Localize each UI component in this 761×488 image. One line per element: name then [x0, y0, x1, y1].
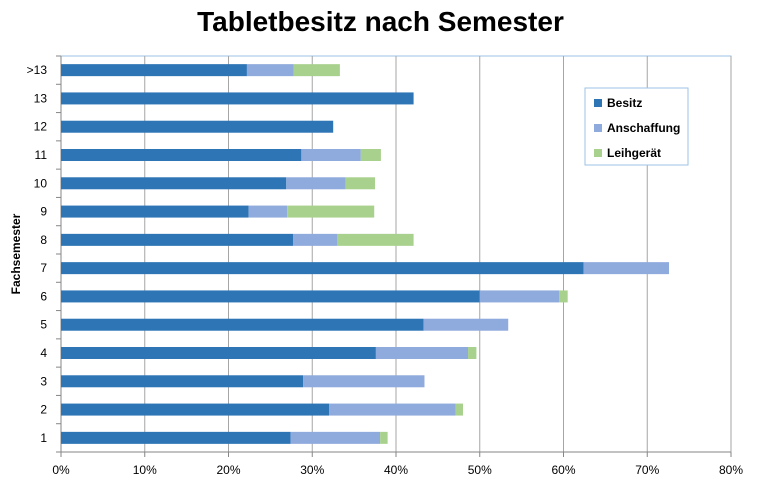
bar-leihgerät: [293, 64, 340, 77]
y-tick-label: 13: [34, 91, 48, 105]
x-tick-label: 10%: [133, 463, 157, 477]
bar-leihgerät: [559, 290, 568, 303]
bar-leihgerät: [455, 403, 463, 416]
bar-besitz: [61, 149, 302, 161]
bar-besitz: [61, 431, 291, 444]
legend-swatch: [594, 149, 602, 157]
bar-besitz: [61, 290, 480, 303]
y-tick-label: 11: [35, 148, 48, 162]
bar-anschaffung: [292, 233, 338, 246]
bar-anschaffung: [290, 431, 381, 444]
legend-swatch: [594, 99, 602, 107]
bar-besitz: [61, 177, 287, 190]
bar-leihgerät: [337, 233, 414, 246]
bar-anschaffung: [286, 177, 346, 190]
bar-besitz: [61, 64, 247, 77]
y-tick-label: 9: [40, 205, 47, 219]
y-tick-label: 7: [40, 261, 47, 275]
x-tick-label: 50%: [468, 463, 492, 477]
bar-besitz: [61, 262, 584, 275]
bar-besitz: [61, 120, 334, 133]
bar-leihgerät: [287, 205, 375, 218]
legend-label: Leihgerät: [607, 146, 661, 160]
y-tick-label: 10: [34, 176, 48, 190]
x-tick-label: 70%: [635, 463, 659, 477]
y-axis-label: Fachsemester: [9, 213, 23, 294]
bar-anschaffung: [479, 290, 560, 303]
legend-swatch: [594, 124, 602, 132]
y-tick-label: 12: [34, 120, 48, 134]
bar-besitz: [61, 92, 414, 105]
bar-besitz: [61, 205, 249, 218]
x-tick-label: 40%: [384, 463, 408, 477]
legend-label: Anschaffung: [607, 121, 680, 135]
bar-besitz: [61, 347, 376, 359]
bar-anschaffung: [583, 262, 670, 275]
legend-label: Besitz: [607, 96, 642, 110]
y-tick-label: 5: [40, 318, 47, 332]
y-tick-label: >13: [27, 63, 48, 77]
bar-leihgerät: [380, 431, 388, 444]
bar-leihgerät: [360, 149, 381, 161]
x-tick-label: 80%: [719, 463, 743, 477]
bar-anschaffung: [303, 375, 425, 388]
bar-besitz: [61, 375, 304, 388]
y-tick-label: 4: [40, 346, 47, 360]
y-tick-label: 2: [40, 403, 47, 417]
x-tick-label: 20%: [216, 463, 240, 477]
y-tick-label: 6: [40, 289, 47, 303]
bar-anschaffung: [423, 318, 509, 331]
bar-besitz: [61, 318, 424, 331]
bar-anschaffung: [329, 403, 456, 416]
chart-title: Tabletbesitz nach Semester: [197, 6, 564, 37]
bar-besitz: [61, 403, 329, 416]
bar-leihgerät: [468, 347, 477, 359]
y-tick-label: 1: [40, 431, 47, 445]
x-tick-label: 0%: [52, 463, 70, 477]
x-tick-label: 30%: [300, 463, 324, 477]
legend: Besitz Anschaffung Leihgerät: [584, 87, 689, 166]
bar-leihgerät: [345, 177, 376, 190]
bar-anschaffung: [301, 149, 361, 161]
bar-anschaffung: [375, 347, 469, 359]
bar-besitz: [61, 233, 293, 246]
legend-box: [584, 87, 689, 166]
y-tick-label: 3: [40, 374, 47, 388]
x-tick-label: 60%: [551, 463, 575, 477]
bar-anschaffung: [248, 205, 288, 218]
bar-anschaffung: [246, 64, 294, 77]
y-tick-label: 8: [40, 233, 47, 247]
